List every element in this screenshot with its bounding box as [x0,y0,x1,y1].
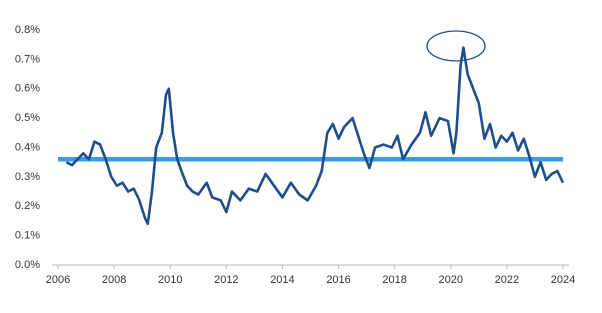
x-tick-label: 2006 [46,274,70,286]
y-tick-label: 0.3% [15,171,40,183]
y-tick-label: 0.7% [15,53,40,65]
highlight-ellipse [426,30,486,62]
y-tick-label: 0.1% [15,230,40,242]
x-tick-label: 2022 [495,274,519,286]
y-tick-label: 0.5% [15,112,40,124]
x-tick-label: 2014 [270,274,294,286]
data-line [65,46,565,226]
x-tick-label: 2024 [551,274,575,286]
y-tick-label: 0.2% [15,200,40,212]
y-tick-label: 0.4% [15,141,40,153]
x-tick-label: 2016 [326,274,350,286]
x-tick-label: 2020 [439,274,463,286]
x-tick-label: 2008 [102,274,126,286]
y-tick-label: 0.6% [15,83,40,95]
x-tick-label: 2018 [382,274,406,286]
x-tick-label: 2010 [158,274,182,286]
y-tick-label: 0.0% [15,259,40,271]
x-tick-label: 2012 [214,274,238,286]
y-tick-label: 0.8% [15,24,40,36]
